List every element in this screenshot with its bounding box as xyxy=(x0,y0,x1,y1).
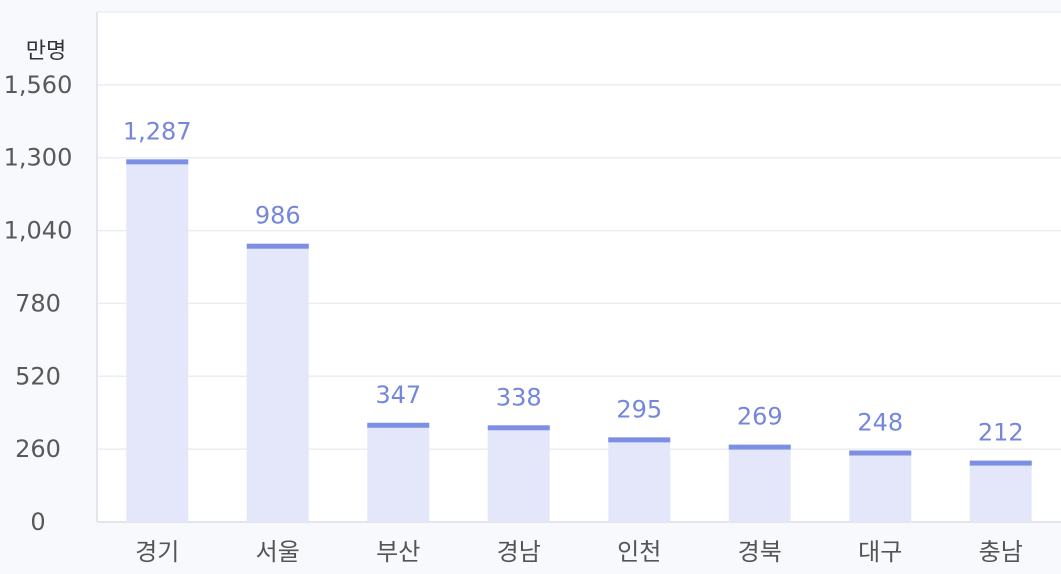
y-tick-label: 520 xyxy=(15,362,61,390)
bar-top-line xyxy=(126,159,189,165)
bar-top-line xyxy=(728,444,791,450)
value-label: 269 xyxy=(737,403,783,431)
value-label: 986 xyxy=(255,202,301,230)
y-tick-label: 260 xyxy=(15,435,61,463)
y-tick-label: 780 xyxy=(15,289,61,317)
bar-부산 xyxy=(367,424,430,522)
category-label: 경북 xyxy=(738,538,782,566)
y-tick-label: 1,300 xyxy=(4,144,73,172)
value-label: 338 xyxy=(496,383,542,411)
category-labels: 경기 서울 부산 경남 인천 경북 대구 충남 xyxy=(135,538,1023,566)
bar-서울 xyxy=(246,245,309,522)
y-tick-label: 0 xyxy=(30,508,45,536)
bar-경남 xyxy=(487,427,550,522)
category-label: 인천 xyxy=(617,538,661,566)
plot-background xyxy=(97,12,1061,522)
value-label: 347 xyxy=(375,381,421,409)
value-label: 295 xyxy=(616,395,662,423)
bar-경기 xyxy=(126,161,189,522)
value-label: 1,287 xyxy=(123,117,192,145)
bar-top-line xyxy=(487,425,550,431)
y-axis-ticks: 0 260 520 780 1,040 1,300 1,560 xyxy=(4,71,73,536)
category-label: 충남 xyxy=(979,538,1023,566)
bar-top-line xyxy=(246,243,309,249)
bar-top-line xyxy=(367,422,430,428)
category-label: 대구 xyxy=(858,538,902,566)
bar-top-line xyxy=(969,460,1032,466)
value-label: 212 xyxy=(978,419,1024,447)
value-label: 248 xyxy=(857,409,903,437)
bars xyxy=(126,159,1032,522)
value-labels: 1,287 986 347 338 295 269 248 212 xyxy=(123,117,1024,446)
bar-top-line xyxy=(608,437,671,443)
y-tick-label: 1,040 xyxy=(4,217,73,245)
bar-경북 xyxy=(728,446,791,522)
bar-충남 xyxy=(969,462,1032,522)
y-tick-label: 1,560 xyxy=(4,71,73,99)
bar-top-line xyxy=(849,450,912,456)
category-label: 부산 xyxy=(376,538,420,566)
bar-인천 xyxy=(608,439,671,522)
y-axis-unit-label: 만명 xyxy=(26,39,66,64)
category-label: 경기 xyxy=(135,538,179,566)
category-label: 경남 xyxy=(497,538,541,566)
category-label: 서울 xyxy=(256,538,300,566)
bar-대구 xyxy=(849,452,912,522)
